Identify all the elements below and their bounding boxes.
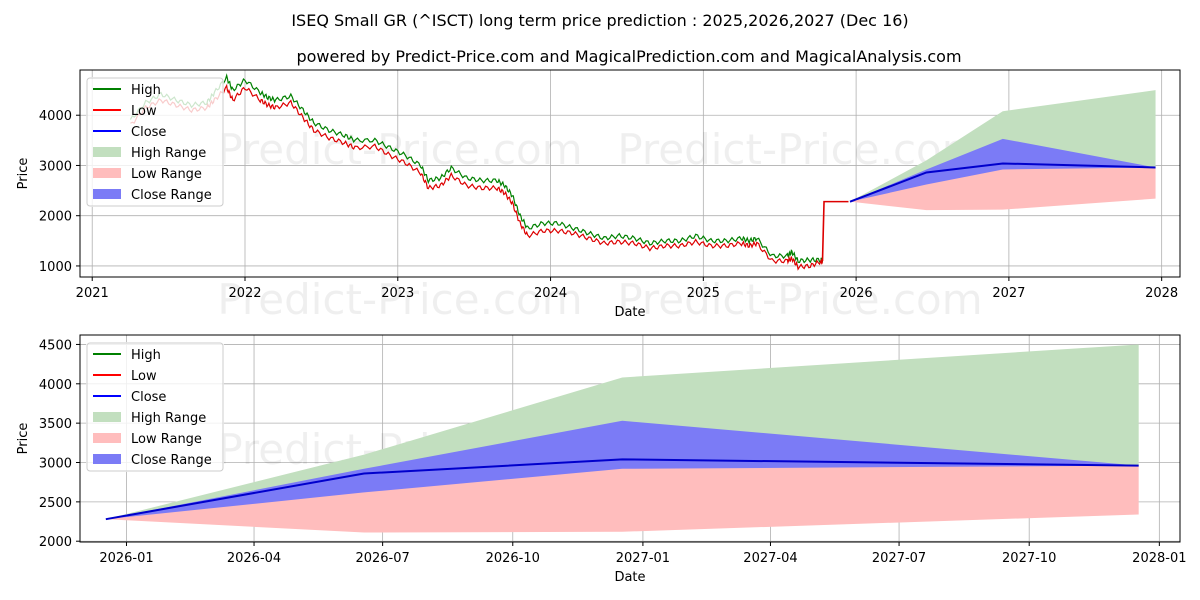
close-range-area	[850, 138, 1156, 202]
x-tick-label: 2024	[534, 286, 567, 301]
y-axis-label: Price	[16, 158, 31, 190]
legend-label: High Range	[131, 146, 206, 161]
x-tick-label: 2027-07	[872, 551, 926, 566]
legend-label: High Range	[131, 411, 206, 426]
low-history-line	[130, 83, 824, 271]
plot-area	[129, 73, 1156, 271]
legend-label: Close	[131, 125, 166, 140]
x-tick-label: 2028-01	[1132, 551, 1186, 566]
plot-area	[105, 344, 1139, 533]
high-history-line	[129, 73, 824, 264]
y-tick-label: 2000	[39, 210, 72, 225]
x-axis-label: Date	[614, 305, 645, 320]
jump-line	[821, 200, 849, 261]
chart-title: ISEQ Small GR (^ISCT) long term price pr…	[291, 11, 908, 30]
close-forecast-line	[849, 162, 1156, 203]
watermark-text: Predict-Price.com	[217, 125, 582, 174]
chart-subtitle: powered by Predict-Price.com and Magical…	[296, 47, 961, 66]
legend-patch-swatch	[93, 454, 121, 464]
y-tick-label: 3000	[39, 159, 72, 174]
x-tick-label: 2026-01	[99, 551, 153, 566]
x-tick-label: 2023	[381, 286, 414, 301]
legend-label: High	[131, 348, 161, 363]
watermark-text: Predict-Price.com	[217, 275, 582, 324]
legend-label: Close Range	[131, 453, 212, 468]
legend-label: Low Range	[131, 167, 202, 182]
x-tick-label: 2025	[687, 286, 720, 301]
x-tick-label: 2022	[228, 286, 261, 301]
forecast-chart-panel: Predict-Price.comPredict-Price.com2026-0…	[16, 334, 1187, 585]
y-tick-label: 4500	[39, 338, 72, 353]
y-tick-label: 3000	[39, 457, 72, 472]
legend-background	[86, 342, 224, 472]
legend-patch-swatch	[93, 433, 121, 443]
x-tick-label: 2027-04	[743, 551, 797, 566]
legend-patch-swatch	[93, 147, 121, 157]
legend-patch-swatch	[93, 189, 121, 199]
legend-frame	[86, 77, 224, 207]
close-range-area	[105, 420, 1139, 520]
legend-patch-swatch	[93, 412, 121, 422]
legend-patch-swatch	[93, 168, 121, 178]
y-tick-label: 2000	[39, 535, 72, 550]
x-tick-label: 2027-01	[616, 551, 670, 566]
x-tick-label: 2021	[76, 286, 109, 301]
x-tick-label: 2028	[1145, 286, 1178, 301]
legend-background	[86, 77, 224, 207]
x-tick-label: 2026-04	[227, 551, 281, 566]
x-tick-label: 2027	[992, 286, 1025, 301]
y-tick-label: 3500	[39, 417, 72, 432]
y-tick-label: 1000	[39, 260, 72, 275]
legend-label: Low	[131, 104, 157, 119]
x-tick-label: 2026	[840, 286, 873, 301]
y-axis-label: Price	[16, 423, 31, 455]
legend-label: Low Range	[131, 432, 202, 447]
legend-label: Close	[131, 390, 166, 405]
y-tick-label: 4000	[39, 109, 72, 124]
close-forecast-line	[105, 458, 1139, 521]
x-tick-label: 2027-10	[1002, 551, 1056, 566]
y-tick-label: 2500	[39, 496, 72, 511]
x-axis-label: Date	[614, 570, 645, 585]
x-tick-label: 2026-10	[486, 551, 540, 566]
plot-frame	[79, 334, 1181, 543]
legend-frame	[86, 342, 224, 472]
y-tick-label: 4000	[39, 378, 72, 393]
legend-label: High	[131, 83, 161, 98]
long-term-chart-panel: Predict-Price.com Predict-Price.com Predic…	[16, 69, 1181, 324]
plot-frame	[79, 69, 1181, 278]
x-tick-label: 2026-07	[355, 551, 409, 566]
legend-label: Close Range	[131, 188, 212, 203]
legend-label: Low	[131, 369, 157, 384]
watermark-text: Predict-Price.com	[617, 275, 982, 324]
